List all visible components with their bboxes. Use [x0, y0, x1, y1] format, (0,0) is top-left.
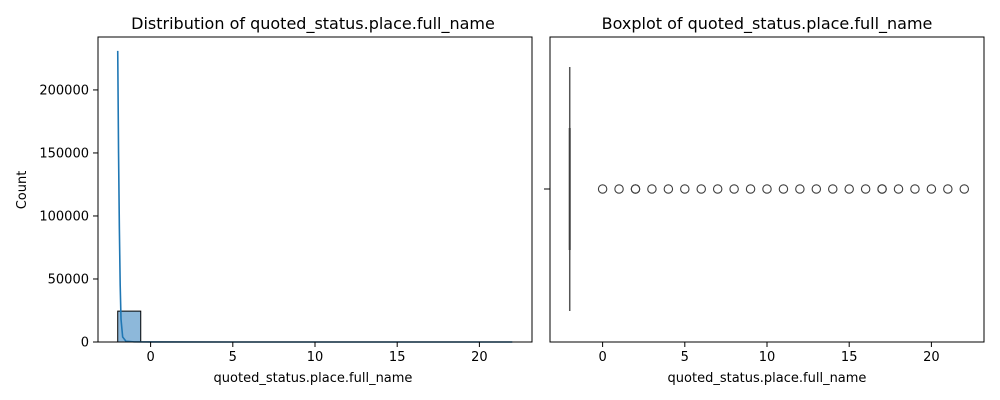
- x-tick-label: 5: [229, 350, 237, 365]
- outlier-point: [712, 184, 723, 194]
- outlier-point: [614, 184, 624, 194]
- outlier-point: [696, 184, 706, 194]
- outlier-point: [778, 184, 789, 194]
- outlier-point: [663, 184, 674, 194]
- outlier-point: [860, 184, 871, 194]
- outlier-point: [647, 184, 657, 194]
- x-tick-label: 10: [307, 350, 324, 365]
- outlier-point: [926, 184, 937, 194]
- outlier-point: [828, 184, 838, 194]
- x-tick-label: 20: [923, 350, 940, 365]
- outlier-point: [597, 184, 608, 194]
- outlier-point: [910, 184, 920, 194]
- histogram-panel: Distribution of quoted_status.place.full…: [15, 14, 533, 386]
- y-tick-label: 150000: [39, 146, 89, 161]
- boxplot-plot-area: [549, 36, 985, 343]
- histogram-y-ticks: 0 50000 100000 150000 200000: [39, 83, 98, 351]
- outlier-point: [877, 184, 887, 194]
- boxplot-x-axis-label: quoted_status.place.full_name: [668, 371, 867, 386]
- outlier-point: [795, 184, 805, 194]
- histogram-x-axis-label: quoted_status.place.full_name: [214, 371, 413, 386]
- outlier-point: [893, 184, 904, 194]
- outlier-point: [844, 184, 854, 194]
- y-tick-label: 50000: [48, 272, 89, 287]
- boxplot-panel: Boxplot of quoted_status.place.full_name…: [544, 14, 985, 386]
- histogram-y-axis-label: Count: [15, 171, 30, 210]
- y-tick-label: 100000: [39, 209, 89, 224]
- x-tick-label: 0: [598, 350, 606, 365]
- histogram-plot-area: [97, 36, 533, 343]
- histogram-title: Distribution of quoted_status.place.full…: [131, 14, 495, 34]
- boxplot-outliers: [597, 184, 970, 194]
- boxplot-title: Boxplot of quoted_status.place.full_name: [602, 14, 933, 34]
- outlier-point: [762, 184, 772, 194]
- outlier-point: [745, 184, 756, 194]
- y-tick-label: 0: [81, 336, 89, 351]
- y-tick-label: 200000: [39, 83, 89, 98]
- x-tick-label: 0: [146, 350, 154, 365]
- outlier-point: [943, 184, 953, 194]
- kde-line: [116, 50, 513, 343]
- outlier-point: [630, 184, 641, 194]
- x-tick-label: 10: [759, 350, 776, 365]
- outlier-point: [729, 184, 739, 194]
- x-tick-label: 15: [841, 350, 858, 365]
- histogram-frame: [97, 36, 533, 343]
- x-tick-label: 20: [471, 350, 488, 365]
- outlier-point: [959, 184, 970, 194]
- boxplot-x-ticks: 0 5 10 15 20: [598, 342, 940, 365]
- outlier-point: [811, 184, 822, 194]
- x-tick-label: 5: [681, 350, 689, 365]
- outlier-point: [680, 184, 690, 194]
- x-tick-label: 15: [389, 350, 406, 365]
- histogram-x-ticks: 0 5 10 15 20: [146, 342, 488, 365]
